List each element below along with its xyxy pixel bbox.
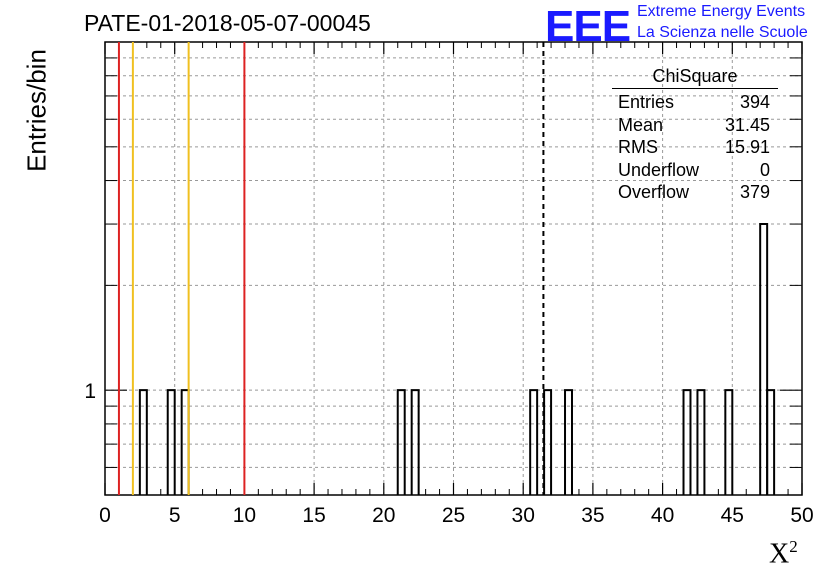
stat-row-entries: Entries 394: [612, 91, 778, 114]
stats-box: ChiSquare Entries 394 Mean 31.45 RMS 15.…: [612, 66, 778, 204]
x-axis-label: X2: [769, 537, 798, 570]
histogram-bin: [564, 389, 573, 495]
y-axis-ticks: 1: [84, 57, 802, 468]
stat-label: Entries: [618, 92, 675, 112]
stat-value: 379: [739, 182, 770, 202]
histogram-bin: [696, 389, 706, 495]
x-tick-label: 20: [372, 504, 395, 527]
histogram-bin: [682, 389, 692, 495]
stat-label: Underflow: [618, 159, 700, 180]
histogram-bin: [759, 223, 769, 495]
stat-label: RMS: [618, 137, 658, 157]
stat-row-overflow: Overflow 379: [612, 181, 778, 204]
stat-row-rms: RMS 15.91: [612, 136, 778, 159]
histogram-bin: [410, 389, 420, 495]
histogram-bin: [724, 389, 734, 495]
y-tick-label: 1: [84, 380, 96, 403]
x-tick-label: 40: [651, 504, 674, 527]
stat-label: Overflow: [618, 182, 690, 202]
x-tick-label: 15: [302, 504, 325, 527]
stat-value: 15.91: [724, 137, 770, 157]
logo-caption-line1: Extreme Energy Events: [637, 3, 806, 20]
x-tick-label: 0: [99, 504, 111, 527]
stat-label: Mean: [618, 114, 664, 135]
stats-title: ChiSquare: [612, 66, 778, 89]
x-tick-label: 50: [790, 504, 813, 527]
stat-value: 394: [739, 92, 770, 112]
histogram-bars: [138, 223, 776, 495]
threshold-lines: [117, 42, 545, 495]
stat-row-mean: Mean 31.45: [612, 114, 778, 137]
x-tick-label: 35: [581, 504, 604, 527]
histogram-bin: [138, 389, 148, 495]
plot-title: PATE-01-2018-05-07-00045: [84, 10, 371, 36]
histogram-bin: [166, 389, 176, 495]
x-tick-label: 5: [169, 504, 181, 527]
eee-logo: EEE: [545, 2, 631, 51]
x-axis-label-base: X: [769, 538, 790, 570]
histogram-bin: [766, 389, 776, 495]
histogram-bin: [396, 389, 406, 495]
stat-value: 31.45: [724, 114, 770, 135]
x-tick-label: 30: [512, 504, 535, 527]
x-tick-label: 45: [721, 504, 744, 527]
x-tick-label: 10: [233, 504, 256, 527]
histogram-bin: [529, 389, 539, 495]
y-axis-label: Entries/bin: [21, 49, 52, 172]
grid-lines: [105, 42, 802, 495]
stat-value: 0: [759, 159, 770, 180]
x-axis-label-superscript: 2: [789, 537, 798, 556]
stat-row-underflow: Underflow 0: [612, 159, 778, 182]
logo-caption-line2: La Scienza nelle Scuole: [637, 24, 808, 41]
x-tick-label: 25: [442, 504, 465, 527]
